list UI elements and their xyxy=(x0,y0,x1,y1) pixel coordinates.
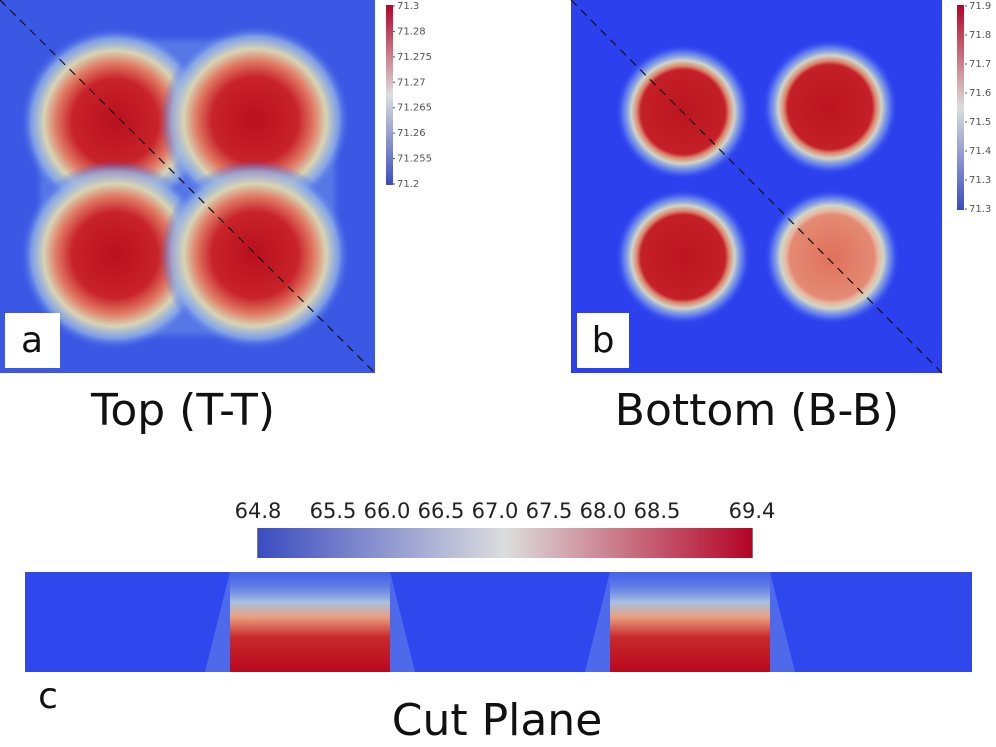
caption: Top (T-T) xyxy=(90,385,275,436)
colorbar-label: 71.27 xyxy=(397,77,426,88)
colorbar-label: 65.5 xyxy=(310,499,357,523)
colorbar-label: 64.8 xyxy=(235,499,282,523)
colorbar xyxy=(957,5,964,210)
colorbar-label: 71.26 xyxy=(397,128,426,139)
caption: Bottom (B-B) xyxy=(615,385,899,436)
colorbar-label: 69.4 xyxy=(729,499,776,523)
colorbar-label: 71.5 xyxy=(969,117,991,128)
panel-label-box xyxy=(5,313,60,368)
colorbar-label: 71.28 xyxy=(397,26,426,37)
heatmap-top xyxy=(0,0,376,374)
panel-label: c xyxy=(38,676,58,717)
colorbar-label: 71.6 xyxy=(969,88,991,99)
colorbar-label: 71.4 xyxy=(969,146,991,157)
panel-label: b xyxy=(592,320,615,361)
colorbar-label: 71.7 xyxy=(969,59,991,70)
colorbar-label: 71.8 xyxy=(969,30,991,41)
colorbar-label: 67.5 xyxy=(526,499,573,523)
heatmap-cut xyxy=(25,572,972,672)
heatmap-bottom xyxy=(570,0,943,374)
colorbar-label: 67.0 xyxy=(472,499,519,523)
colorbar-label: 71.9 xyxy=(969,1,991,12)
colorbar-label: 66.0 xyxy=(364,499,411,523)
colorbar-label: 71.3 xyxy=(969,204,991,215)
colorbar xyxy=(258,528,752,558)
panel-label: a xyxy=(21,320,43,361)
colorbar-label: 71.3 xyxy=(969,175,991,186)
colorbar-label: 68.5 xyxy=(634,499,681,523)
colorbar-label: 71.265 xyxy=(397,103,432,114)
colorbar-label: 71.255 xyxy=(397,154,432,165)
colorbar-label: 68.0 xyxy=(580,499,627,523)
colorbar-label: 71.3 xyxy=(397,1,419,12)
colorbar-label: 71.2 xyxy=(397,179,419,190)
colorbar-label: 71.275 xyxy=(397,52,432,63)
caption: Cut Plane xyxy=(392,695,603,746)
colorbar-label: 66.5 xyxy=(418,499,465,523)
panel-label-box xyxy=(577,313,629,368)
colorbar xyxy=(386,5,393,185)
